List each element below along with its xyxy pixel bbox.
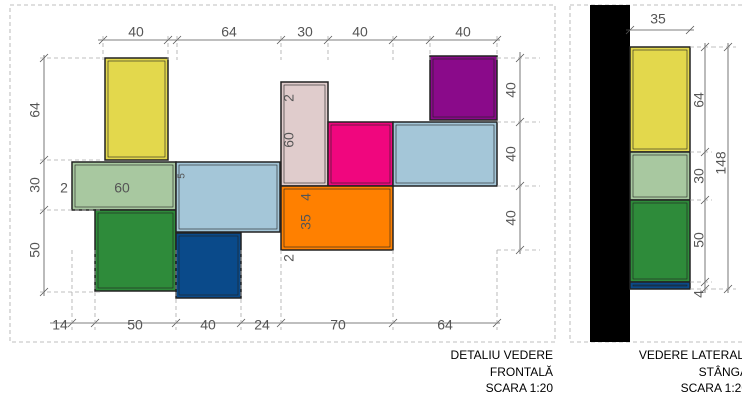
box (327, 121, 394, 187)
box (280, 81, 329, 187)
box-inner (107, 60, 166, 158)
dimension-lines (39, 25, 736, 330)
dim-label: 30 (691, 168, 707, 184)
dim-label: 4 (298, 193, 314, 201)
dim-label: 40 (128, 24, 144, 40)
box-inner (395, 124, 495, 184)
box-inner (283, 84, 326, 184)
dim-label: 64 (437, 317, 453, 333)
box (280, 185, 394, 251)
dim-label: 40 (455, 24, 471, 40)
box (104, 57, 169, 161)
box-inner (97, 212, 174, 289)
dim-label: 2 (281, 94, 297, 102)
caption: DETALIU VEDERE (451, 348, 553, 362)
dim-label: 40 (200, 317, 216, 333)
side-wall (590, 5, 630, 342)
dim-label: 24 (254, 317, 270, 333)
dim-label: 50 (691, 232, 707, 248)
dim-label: 148 (713, 151, 729, 175)
dim-label: 64 (27, 102, 43, 118)
dim-label: 50 (27, 242, 43, 258)
box (629, 151, 691, 201)
box (175, 232, 242, 299)
dim-label: 5 (177, 173, 188, 179)
box-inner (74, 164, 174, 208)
dim-label: 60 (114, 180, 130, 196)
caption: SCARA 1:20 (486, 381, 554, 395)
box-inner (632, 202, 688, 280)
dim-label: 30 (297, 24, 313, 40)
dim-label: 50 (127, 317, 143, 333)
shapes (71, 5, 691, 342)
box (629, 46, 691, 153)
box (392, 121, 498, 187)
caption: STÂNGA (699, 364, 742, 379)
dim-label: 40 (503, 210, 519, 226)
dimension-line (625, 25, 635, 35)
caption: FRONTALĂ (490, 364, 553, 379)
dim-label: 40 (503, 82, 519, 98)
box-inner (178, 235, 239, 296)
box-inner (330, 124, 391, 184)
dim-label: 40 (352, 24, 368, 40)
box-inner (283, 188, 391, 248)
box-inner (632, 49, 688, 150)
dim-label: 2 (281, 254, 297, 262)
box-inner (632, 154, 688, 198)
dimension-line (685, 25, 695, 35)
box-inner (632, 284, 688, 287)
box (175, 161, 281, 233)
caption: VEDERE LATERALĂ (639, 347, 742, 362)
box (429, 55, 498, 121)
dim-label: 40 (503, 146, 519, 162)
labels: 40 64 30 40 40 14 50 40 24 70 64 64 30 5… (27, 11, 742, 395)
dim-label: 2 (60, 180, 68, 196)
dim-label: 35 (650, 11, 666, 27)
box-inner (178, 164, 278, 230)
dim-label: 64 (691, 92, 707, 108)
dim-label: 64 (221, 24, 237, 40)
dim-label: 60 (281, 132, 297, 148)
dim-label: 70 (330, 317, 346, 333)
dim-label: 14 (52, 317, 68, 333)
dim-label: 35 (298, 214, 314, 230)
box (629, 199, 691, 283)
dim-label: 30 (27, 177, 43, 193)
caption: SCARA 1:20 (681, 381, 742, 395)
dim-label: 4 (691, 290, 707, 298)
box (629, 281, 691, 290)
box-inner (432, 58, 495, 118)
box (94, 209, 177, 292)
